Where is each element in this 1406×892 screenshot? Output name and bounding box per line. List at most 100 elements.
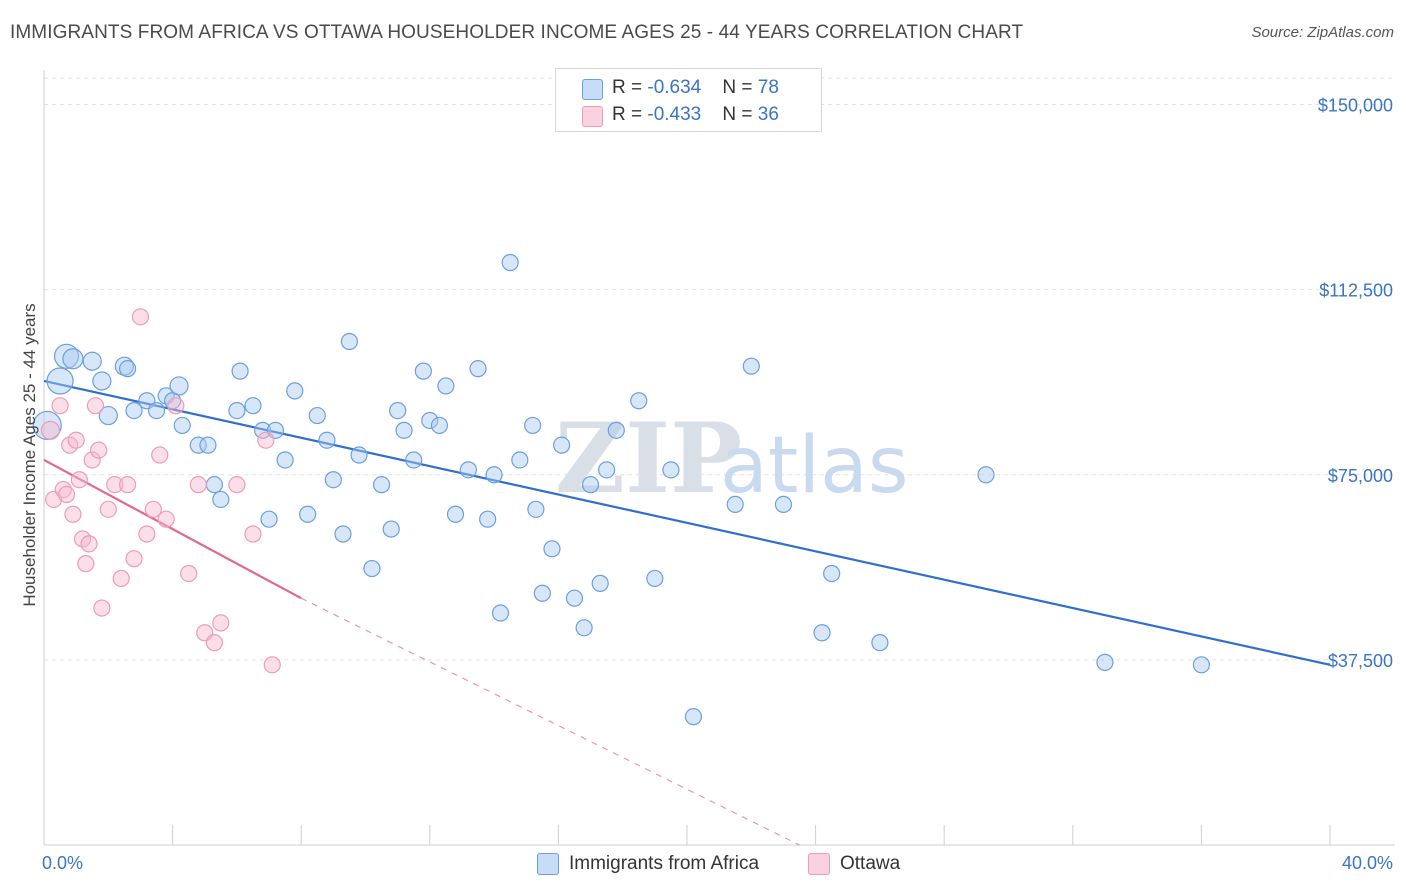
point-africa-53 xyxy=(524,416,542,435)
point-africa-41 xyxy=(414,362,432,380)
point-ottawa-26 xyxy=(167,397,185,415)
point-africa-49 xyxy=(485,466,503,484)
legend-n-label: N = xyxy=(722,104,758,125)
point-africa-67 xyxy=(684,708,703,726)
point-africa-72 xyxy=(823,564,841,583)
point-africa-51 xyxy=(501,253,519,272)
point-ottawa-22 xyxy=(138,525,156,543)
point-africa-22 xyxy=(244,397,262,415)
axes xyxy=(43,70,1395,846)
point-africa-68 xyxy=(726,495,744,513)
point-africa-32 xyxy=(334,525,352,543)
watermark: ZIP atlas xyxy=(555,402,909,515)
point-ottawa-1 xyxy=(51,397,69,415)
point-africa-46 xyxy=(459,461,477,479)
point-africa-71 xyxy=(813,624,831,642)
correlation-legend: R = -0.634 N = 78 R = -0.433 N = 36 xyxy=(555,68,822,132)
point-africa-27 xyxy=(286,382,304,400)
source-credit: Source: ZipAtlas.com xyxy=(1251,24,1394,41)
point-africa-11 xyxy=(147,402,166,420)
y-axis-label: Householder Income Ages 25 - 44 years xyxy=(20,303,39,606)
point-africa-69 xyxy=(742,357,760,375)
point-africa-61 xyxy=(591,574,609,592)
point-africa-76 xyxy=(1192,656,1211,674)
point-africa-5 xyxy=(92,371,112,391)
point-ottawa-33 xyxy=(257,431,275,449)
point-africa-59 xyxy=(575,619,593,637)
point-africa-45 xyxy=(446,505,465,523)
point-ottawa-10 xyxy=(77,555,95,573)
point-africa-24 xyxy=(260,510,278,528)
point-ottawa-7 xyxy=(67,431,85,449)
point-africa-23 xyxy=(254,421,272,439)
point-africa-0 xyxy=(32,410,62,441)
point-africa-37 xyxy=(382,520,400,538)
legend-n-value-africa: 78 xyxy=(757,77,779,98)
point-africa-70 xyxy=(774,495,793,513)
legend-n-label: N = xyxy=(722,77,758,98)
point-africa-42 xyxy=(421,411,439,430)
point-africa-19 xyxy=(212,490,230,509)
point-africa-17 xyxy=(199,436,217,454)
point-ottawa-12 xyxy=(83,451,101,469)
y-tick-label-0: $37,500 xyxy=(1328,651,1393,671)
bottom-legend-swatch-africa xyxy=(537,853,559,875)
bottom-legend-swatch-ottawa xyxy=(808,853,830,875)
point-africa-39 xyxy=(395,421,413,439)
point-africa-36 xyxy=(372,476,391,494)
point-africa-29 xyxy=(308,406,326,425)
bottom-legend-label-africa: Immigrants from Africa xyxy=(569,853,760,874)
legend-r-value-ottawa: -0.433 xyxy=(647,104,702,125)
point-ottawa-24 xyxy=(151,446,169,464)
point-ottawa-27 xyxy=(180,564,198,583)
point-ottawa-6 xyxy=(64,505,82,523)
point-africa-64 xyxy=(630,392,648,410)
point-africa-40 xyxy=(405,451,423,469)
y-tick-labels: $37,500 $75,000 $112,500 $150,000 xyxy=(1318,96,1393,671)
legend-r-label: R = xyxy=(612,77,648,98)
point-africa-38 xyxy=(389,402,407,420)
point-ottawa-11 xyxy=(80,535,98,553)
point-africa-26 xyxy=(276,451,294,469)
point-ottawa-25 xyxy=(157,510,175,528)
point-ottawa-18 xyxy=(112,569,130,588)
point-ottawa-23 xyxy=(144,500,162,518)
y-tick-label-2: $112,500 xyxy=(1319,281,1393,301)
point-africa-52 xyxy=(511,451,529,469)
point-africa-9 xyxy=(125,402,143,420)
point-africa-21 xyxy=(231,362,249,380)
data-points xyxy=(32,253,1211,726)
point-ottawa-34 xyxy=(263,656,281,674)
point-ottawa-32 xyxy=(244,525,262,543)
point-africa-55 xyxy=(533,584,551,602)
trend-line-ottawa-extension xyxy=(300,597,800,846)
point-africa-63 xyxy=(607,421,625,439)
point-africa-48 xyxy=(479,510,497,528)
point-ottawa-17 xyxy=(106,476,124,494)
point-africa-60 xyxy=(581,476,600,494)
point-africa-74 xyxy=(977,466,995,484)
point-africa-3 xyxy=(82,351,102,371)
point-africa-20 xyxy=(228,402,246,420)
legend-r-value-africa: -0.634 xyxy=(647,77,702,98)
point-africa-75 xyxy=(1096,653,1114,671)
point-africa-43 xyxy=(430,416,449,435)
point-ottawa-35 xyxy=(189,476,207,494)
point-ottawa-3 xyxy=(54,480,72,499)
point-africa-1 xyxy=(53,343,80,369)
watermark-zip: ZIP xyxy=(555,402,742,515)
point-africa-8 xyxy=(98,405,118,426)
point-africa-34 xyxy=(350,446,368,464)
point-africa-33 xyxy=(340,332,359,351)
point-ottawa-30 xyxy=(212,614,230,632)
point-africa-31 xyxy=(324,471,342,489)
point-africa-35 xyxy=(363,559,381,578)
point-africa-15 xyxy=(173,416,191,435)
point-africa-73 xyxy=(871,634,889,652)
point-africa-30 xyxy=(318,431,336,449)
point-ottawa-13 xyxy=(86,397,105,415)
point-africa-58 xyxy=(565,589,584,607)
x-tick-labels: 0.0% 40.0% xyxy=(42,853,1393,873)
point-africa-56 xyxy=(543,540,561,558)
